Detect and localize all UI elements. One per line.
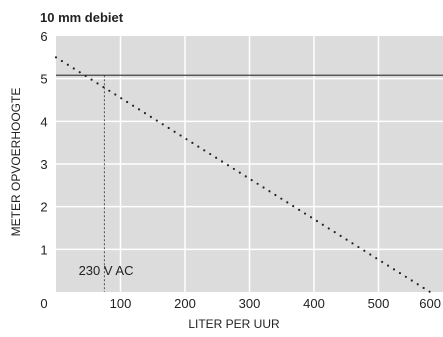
annotations: 230 V AC — [79, 263, 134, 278]
grid-lines — [56, 36, 443, 292]
x-tick-label-300: 300 — [239, 296, 261, 311]
y-tick-label-4: 4 — [40, 114, 47, 129]
reference-lines — [56, 74, 443, 292]
y-tick-label-6: 6 — [40, 29, 47, 44]
y-tick-label-5: 5 — [40, 72, 47, 87]
x-tick-label-200: 200 — [174, 296, 196, 311]
x-tick-label-0: 0 — [40, 296, 47, 311]
x-tick-labels: 0 100 200 300 400 500 600 — [40, 296, 441, 311]
y-tick-label-2: 2 — [40, 200, 47, 215]
chart-title: 10 mm debiet — [40, 10, 124, 25]
x-tick-label-400: 400 — [303, 296, 325, 311]
x-tick-label-100: 100 — [110, 296, 132, 311]
y-tick-label-1: 1 — [40, 242, 47, 257]
x-axis-label: LITER PER UUR — [188, 317, 280, 331]
x-tick-label-500: 500 — [368, 296, 390, 311]
y-tick-label-3: 3 — [40, 157, 47, 172]
x-tick-label-600: 600 — [419, 296, 441, 311]
annotation-label-0: 230 V AC — [79, 263, 134, 278]
y-axis-label: METER OPVOERHOOGTE — [9, 88, 23, 237]
y-tick-labels: 1 2 3 4 5 6 — [40, 29, 47, 257]
